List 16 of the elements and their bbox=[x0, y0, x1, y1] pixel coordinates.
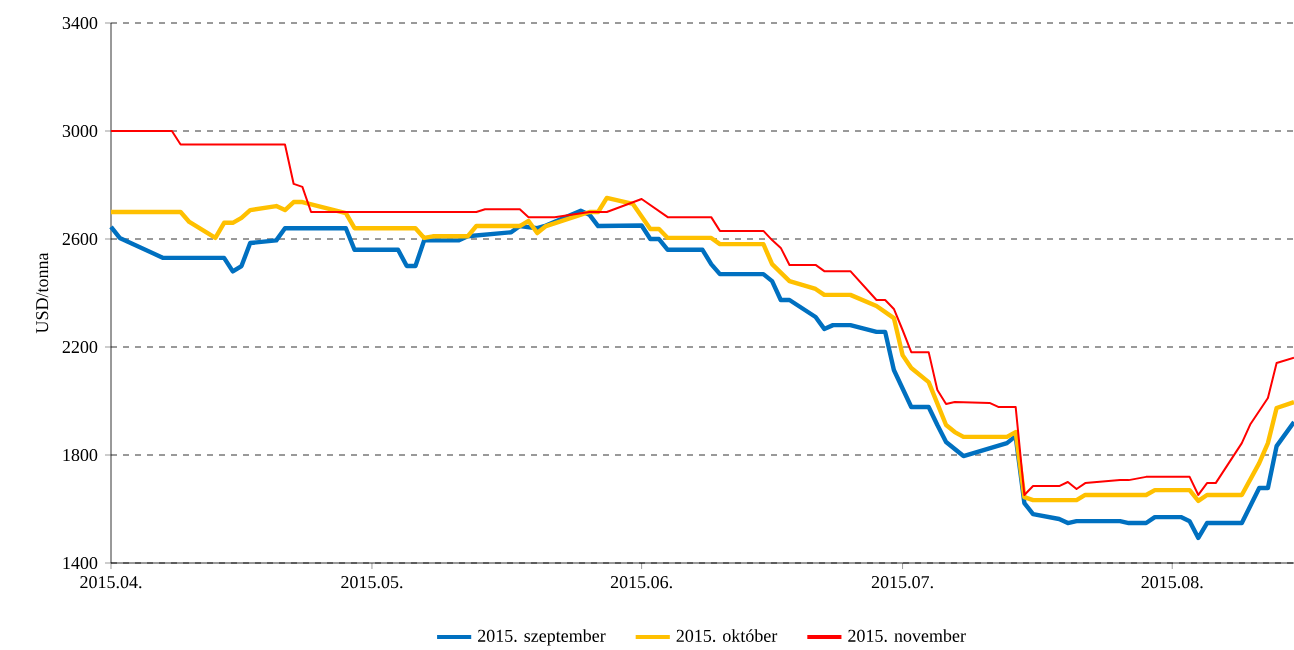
legend-label: 2015. szeptember bbox=[478, 629, 606, 646]
y-tick-label: 3400 bbox=[62, 16, 98, 30]
x-tick-label: 2015.05. bbox=[341, 576, 403, 589]
line-series bbox=[110, 130, 1294, 496]
y-tick-label: 3000 bbox=[62, 124, 98, 138]
legend-label: 2015. október bbox=[676, 629, 778, 642]
y-tick-label: 1400 bbox=[63, 556, 98, 570]
x-tick-label: 2015.07. bbox=[871, 576, 933, 589]
legend-label: 2015. november bbox=[848, 629, 966, 642]
y-axis-title: USD/tonna bbox=[36, 252, 49, 334]
x-tick-label: 2015.06. bbox=[610, 576, 672, 589]
y-tick-label: 2200 bbox=[62, 340, 98, 354]
y-tick-label: 1800 bbox=[63, 448, 98, 462]
x-tick-label: 2015.08. bbox=[1141, 576, 1203, 589]
x-tick-label: 2015.04. bbox=[80, 576, 142, 589]
y-tick-label: 2600 bbox=[62, 232, 98, 246]
